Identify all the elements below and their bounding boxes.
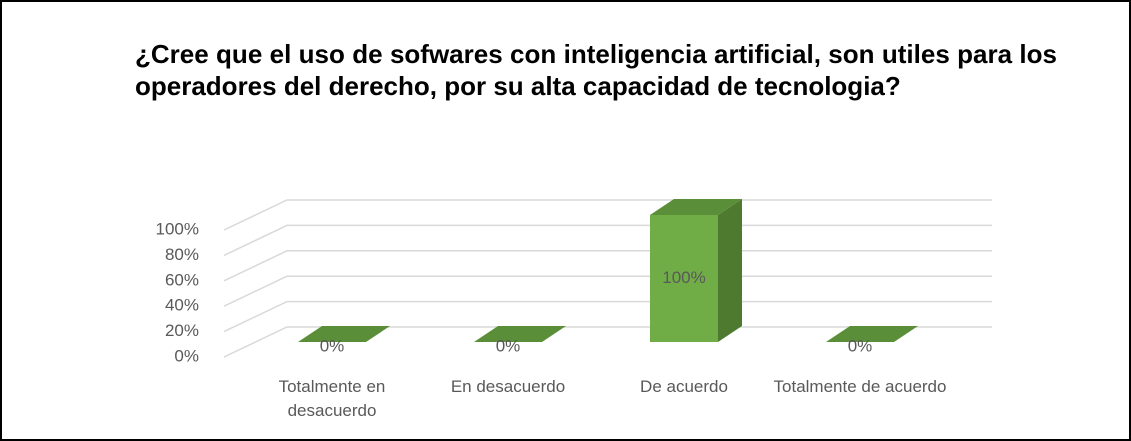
data-label: 0% bbox=[496, 336, 521, 355]
x-tick-label: En desacuerdo bbox=[450, 377, 566, 396]
y-tick-label: 40% bbox=[165, 296, 199, 315]
bar-top bbox=[298, 326, 390, 342]
data-label: 100% bbox=[662, 268, 705, 287]
grid-line bbox=[223, 224, 992, 257]
data-label: 0% bbox=[320, 336, 345, 355]
grid-line bbox=[223, 250, 992, 282]
x-tick-label: Totalmente de acuerdo bbox=[773, 377, 947, 396]
bar-front bbox=[650, 215, 718, 342]
y-tick-label: 0% bbox=[174, 346, 199, 365]
x-tick-label: De acuerdo bbox=[640, 377, 728, 396]
y-tick-label: 60% bbox=[165, 270, 199, 289]
grid-line bbox=[223, 275, 992, 307]
data-label: 0% bbox=[848, 336, 873, 355]
y-tick-label: 80% bbox=[165, 245, 199, 264]
y-tick-label: 20% bbox=[165, 321, 199, 340]
bar-side bbox=[718, 199, 742, 342]
grid-line bbox=[223, 300, 992, 333]
bar-top bbox=[826, 326, 918, 342]
bar-top bbox=[474, 326, 566, 342]
chart-title: ¿Cree que el uso de sofwares con intelig… bbox=[135, 39, 1057, 101]
y-tick-label: 100% bbox=[156, 219, 199, 238]
grid-line bbox=[223, 326, 992, 358]
x-tick-label: Totalmente en desacuerdo bbox=[278, 377, 386, 420]
grid-line bbox=[223, 199, 992, 231]
bar-top bbox=[650, 199, 742, 215]
